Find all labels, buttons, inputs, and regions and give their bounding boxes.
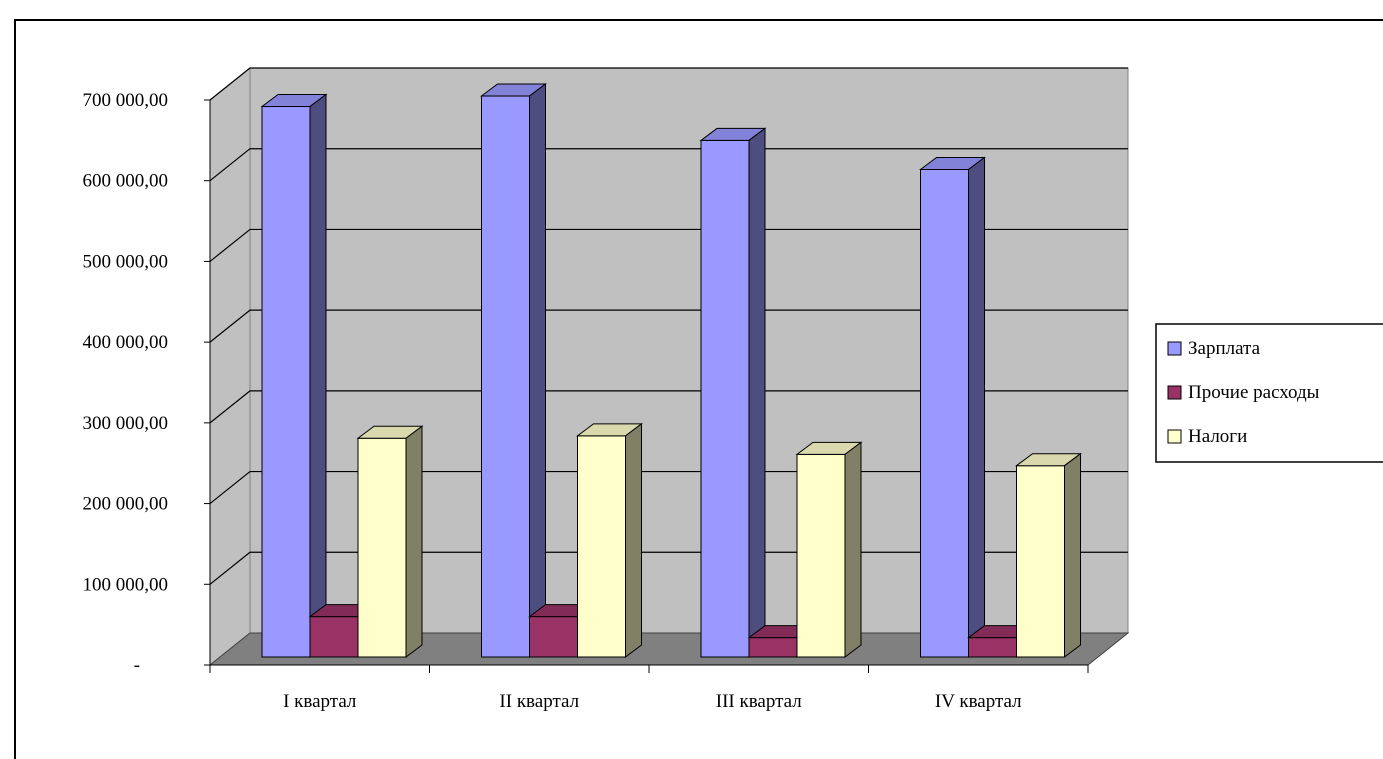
- legend-label: Прочие расходы: [1188, 382, 1320, 403]
- legend-swatch: [1167, 429, 1182, 444]
- bar: [920, 168, 969, 658]
- bar: [968, 637, 1017, 658]
- x-tick-label: III квартал: [716, 691, 803, 712]
- chart-frame: [14, 19, 1383, 759]
- gridline: [209, 390, 1128, 424]
- y-tick-label: 300 000,00: [83, 413, 169, 434]
- legend-label: Зарплата: [1188, 338, 1261, 359]
- bar: [796, 453, 846, 658]
- legend-swatch: [1167, 341, 1182, 356]
- legend-box: [1155, 323, 1383, 463]
- gridline: [209, 228, 1128, 262]
- y-tick-label: 500 000,00: [83, 251, 169, 272]
- bar-side: [844, 441, 862, 658]
- gridline: [209, 309, 1128, 343]
- bar: [1016, 465, 1065, 658]
- bar-side: [625, 422, 642, 658]
- bar-side: [748, 127, 766, 658]
- y-tick-label: -: [134, 655, 140, 676]
- x-tick-label: I квартал: [283, 691, 357, 712]
- bar-side: [405, 425, 423, 658]
- bar: [577, 435, 626, 658]
- bar: [700, 139, 750, 658]
- bar: [357, 437, 407, 658]
- y-tick-label: 700 000,00: [83, 90, 169, 111]
- side-wall: [209, 66, 251, 667]
- bar: [529, 616, 578, 658]
- y-tick-label: 400 000,00: [83, 332, 169, 353]
- x-tick-label: IV квартал: [935, 691, 1022, 712]
- bar: [309, 616, 359, 658]
- x-tick-label: II квартал: [499, 691, 579, 712]
- bar-side: [968, 156, 985, 658]
- gridline: [209, 148, 1128, 182]
- bar: [748, 637, 798, 658]
- y-tick-label: 100 000,00: [83, 574, 169, 595]
- bar: [261, 106, 311, 658]
- gridline: [209, 67, 1128, 101]
- y-tick-label: 600 000,00: [83, 171, 169, 192]
- bar-side: [1064, 452, 1081, 658]
- y-tick-label: 200 000,00: [83, 494, 169, 515]
- legend-swatch: [1167, 385, 1182, 400]
- legend-label: Налоги: [1188, 426, 1247, 447]
- bar-side: [529, 83, 546, 658]
- bar-side: [309, 93, 327, 658]
- bar: [481, 95, 530, 658]
